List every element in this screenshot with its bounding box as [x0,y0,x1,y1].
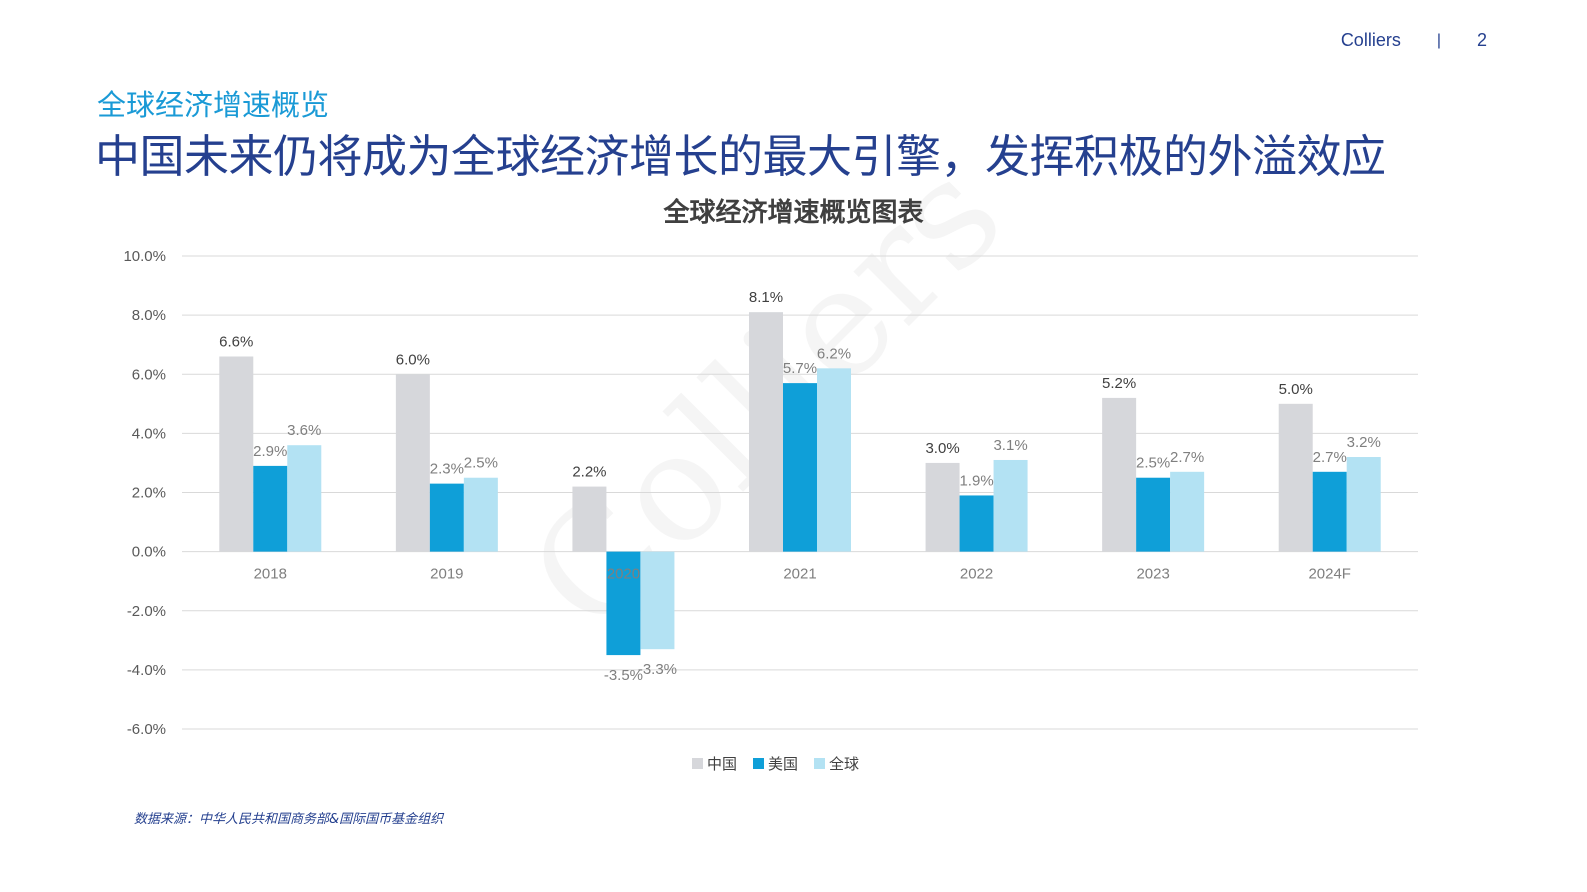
y-tick-label: 10.0% [123,248,166,265]
chart-title: 全球经济增速概览图表 [663,198,924,228]
x-tick-label: 2024F [1308,566,1351,583]
legend-swatch [814,758,825,769]
bar [253,465,288,552]
bar [429,483,464,552]
y-tick-label: -4.0% [127,662,166,679]
data-label: 3.2% [1347,434,1381,451]
data-label: 2.5% [464,455,498,472]
bar [925,462,960,552]
bar-layer [219,312,1381,656]
bar [606,551,641,656]
page-number: 2 [1476,30,1487,50]
data-label: 1.9% [959,472,993,489]
y-tick-label: 6.0% [132,366,166,383]
bar [749,312,783,552]
data-label: 2.7% [1313,449,1347,466]
y-tick-label: -2.0% [127,603,166,620]
data-label: 6.0% [396,351,430,368]
y-tick-label: 2.0% [132,485,166,502]
x-tick-label: 2019 [430,566,463,583]
bar [817,368,851,552]
bar [993,459,1028,552]
bar [640,551,675,650]
header-brand: Colliers | 2 [1341,30,1487,51]
y-tick-label: 8.0% [132,307,166,324]
legend-label: 美国 [768,755,798,773]
data-label: 5.2% [1102,375,1136,392]
data-label: 3.1% [993,437,1027,454]
data-label: 6.6% [219,334,253,351]
bar [1346,457,1381,552]
x-tick-label: 2020 [607,566,640,583]
y-tick-label: 0.0% [132,544,166,561]
data-label: 3.6% [287,422,321,439]
grid-layer: 10.0% 8.0% 6.0% 4.0% 2.0% 0.0% -2.0% -4.0% -6.0% [123,248,1418,738]
y-tick-label: 4.0% [132,425,166,442]
bar [1170,471,1205,552]
bar [572,486,607,552]
page-headline: 中国未来仍将成为全球经济增长的最大引擎，发挥积极的外溢效应 [95,130,1386,183]
bar [1312,471,1347,552]
data-label: 2.5% [1136,455,1170,472]
data-label: 2.3% [430,461,464,478]
data-label: 2.7% [1170,449,1204,466]
x-tick-label: 2018 [254,566,287,583]
data-label: 5.0% [1279,381,1313,398]
data-source-note: 数据来源：中华人民共和国商务部&国际国币基金组织 [134,812,444,827]
x-tick-label: 2022 [960,566,993,583]
bar [1136,477,1171,552]
bar [783,383,817,552]
data-label: 2.9% [253,443,287,460]
data-label: 5.7% [783,360,817,377]
legend-swatch [753,758,764,769]
bar [1278,403,1313,552]
data-label: 8.1% [749,289,783,306]
data-label: -3.5% [604,667,643,684]
header-separator: | [1436,31,1441,49]
bar [219,356,254,552]
section-subtitle: 全球经济增速概览 [97,88,330,122]
legend-label: 全球 [829,755,859,773]
legend-label: 中国 [707,755,737,773]
bar [1102,397,1137,552]
data-label: 3.0% [925,440,959,457]
bar [463,477,498,552]
legend-swatch [692,758,703,769]
x-tick-label: 2023 [1136,566,1169,583]
data-label: 6.2% [817,345,851,362]
brand-logo-text: Colliers [1340,30,1401,50]
bar [959,495,994,552]
bar [287,445,322,552]
data-label: -3.3% [638,661,677,678]
chart-legend: 中国 美国 全球 [692,755,859,773]
x-tick-label: 2021 [783,566,816,583]
y-tick-label: -6.0% [127,721,166,738]
data-label: 2.2% [572,464,606,481]
bar [395,374,430,552]
